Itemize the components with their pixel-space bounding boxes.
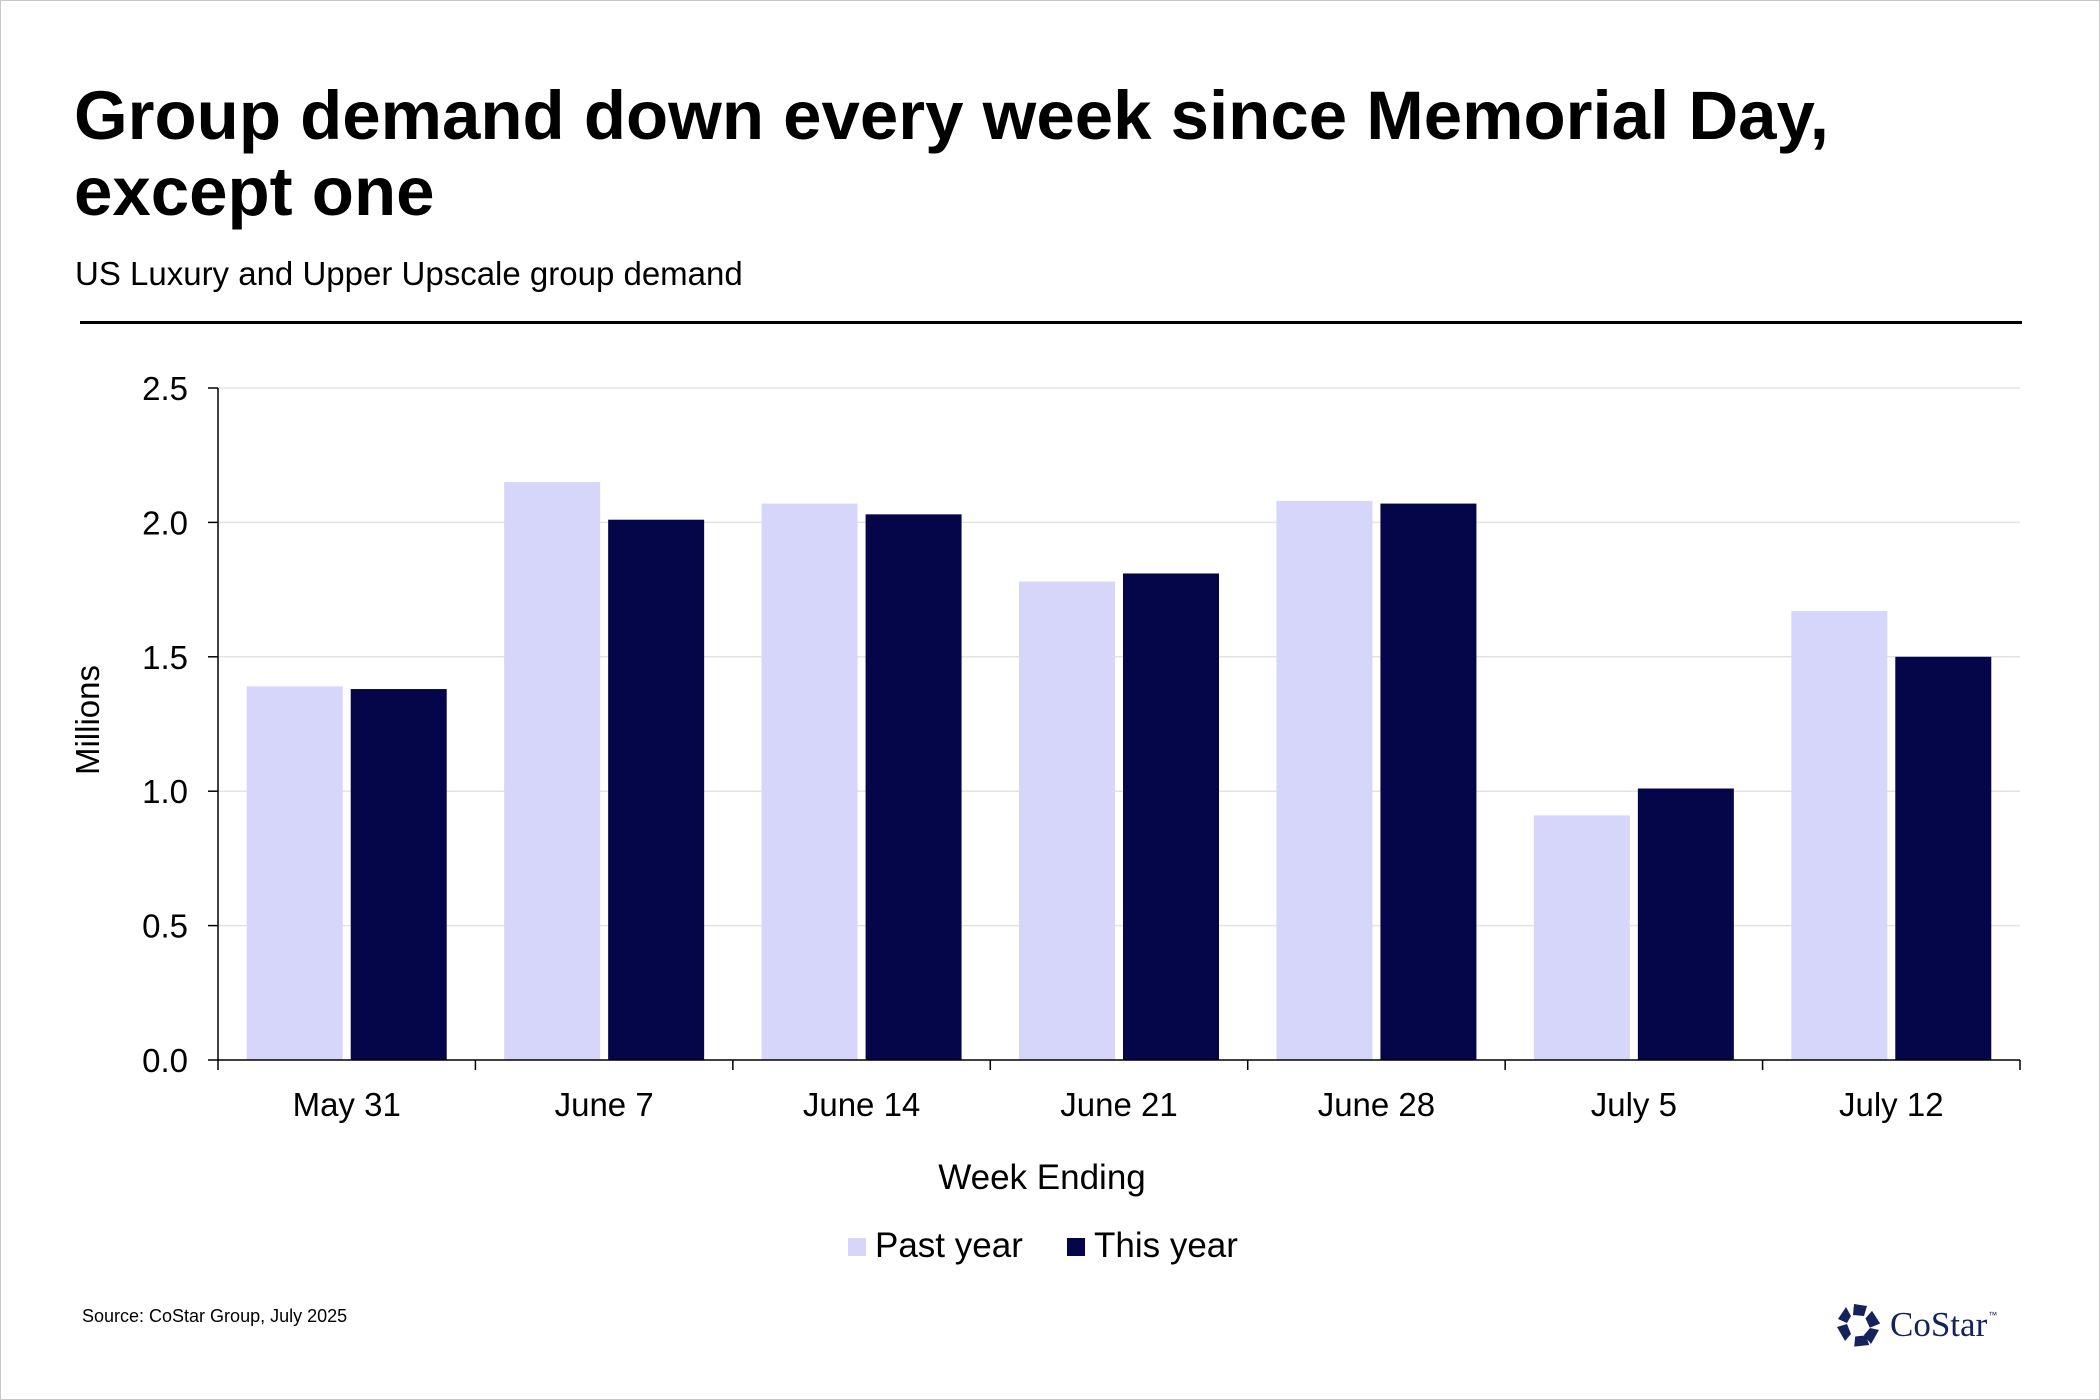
bar-this-year-may-31	[350, 689, 447, 1060]
y-tick-label: 1.0	[142, 773, 188, 810]
legend-swatch-this-year	[1067, 1238, 1085, 1256]
bar-chart: 0.0 0.5 1.0 1.5 2.0 2.5 May 31 June 7 June 14 Jun…	[69, 370, 2021, 1265]
bar-past-year-june-21	[1019, 581, 1115, 1060]
legend-label-past-year: Past year	[875, 1226, 1023, 1265]
bars	[246, 482, 1992, 1061]
bar-this-year-june-7	[608, 519, 705, 1060]
x-tick-label: June 21	[1060, 1086, 1177, 1123]
costar-logo: CoStar ™	[1836, 1302, 1997, 1348]
bar-past-year-july-12	[1791, 611, 1888, 1060]
chart-title: Group demand down every week since Memor…	[74, 77, 1829, 230]
legend-swatch-past-year	[848, 1238, 866, 1256]
costar-star-icon	[1837, 1304, 1881, 1347]
source-note: Source: CoStar Group, July 2025	[82, 1306, 348, 1326]
x-tick-label: June 7	[555, 1086, 654, 1123]
gridlines	[218, 387, 2020, 927]
x-tick-label: June 14	[803, 1086, 920, 1123]
bar-past-year-july-5	[1533, 815, 1630, 1060]
y-axis-title: Millions	[69, 665, 106, 775]
y-tick-label: 0.0	[142, 1042, 188, 1079]
axis-labels: Millions Week Ending	[69, 665, 1146, 1197]
x-tick-label: June 28	[1318, 1086, 1435, 1123]
x-tick-label: May 31	[293, 1086, 401, 1123]
logo-trademark: ™	[1988, 1310, 1998, 1320]
bar-past-year-may-31	[246, 686, 343, 1060]
x-tick-label: July 12	[1839, 1086, 1944, 1123]
y-tick-label: 2.5	[142, 370, 188, 407]
x-tick-label: July 5	[1591, 1086, 1677, 1123]
bar-this-year-june-28	[1380, 503, 1477, 1061]
axes: 0.0 0.5 1.0 1.5 2.0 2.5 May 31 June 7 June 14 Jun…	[142, 370, 2021, 1123]
title-divider	[80, 321, 2022, 324]
bar-this-year-june-21	[1123, 573, 1219, 1060]
logo-text: CoStar	[1890, 1305, 1988, 1344]
y-tick-label: 0.5	[142, 908, 188, 945]
legend-label-this-year: This year	[1094, 1226, 1238, 1265]
bar-this-year-july-5	[1637, 788, 1734, 1060]
x-axis-title: Week Ending	[938, 1158, 1146, 1197]
bar-past-year-june-14	[761, 503, 858, 1061]
chart-subtitle: US Luxury and Upper Upscale group demand	[75, 255, 743, 292]
y-tick-label: 2.0	[142, 504, 188, 541]
bar-this-year-june-14	[865, 514, 962, 1060]
bar-past-year-june-28	[1276, 500, 1373, 1060]
legend: Past year This year	[848, 1226, 1238, 1265]
y-tick-label: 1.5	[142, 639, 188, 676]
bar-this-year-july-12	[1895, 656, 1992, 1060]
bar-past-year-june-7	[504, 482, 601, 1061]
